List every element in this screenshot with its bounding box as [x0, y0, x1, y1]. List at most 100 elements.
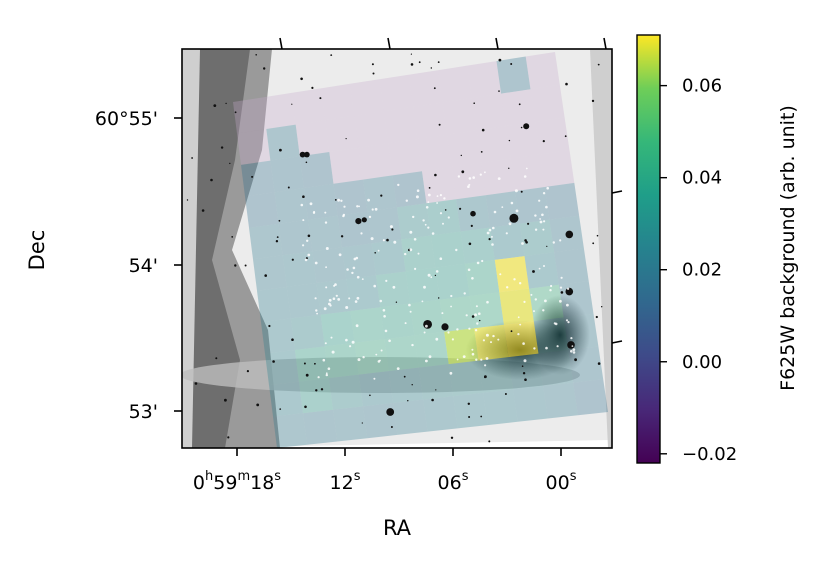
- star: [508, 167, 510, 169]
- source-point: [377, 249, 380, 252]
- colorbar-tick-label: 0.00: [682, 352, 722, 373]
- x-axis-title: RA: [383, 516, 412, 540]
- source-point: [515, 209, 519, 213]
- source-point: [485, 357, 489, 360]
- star: [264, 274, 268, 277]
- source-point: [333, 284, 336, 287]
- source-point: [567, 321, 570, 324]
- source-point: [322, 358, 326, 362]
- star: [418, 61, 421, 64]
- source-point: [404, 252, 407, 256]
- background-tile: [467, 61, 502, 98]
- source-point: [425, 206, 429, 209]
- source-point: [523, 359, 527, 363]
- source-point: [476, 261, 480, 265]
- source-point: [439, 212, 443, 215]
- background-tile: [535, 117, 570, 155]
- source-point: [439, 194, 442, 197]
- colorbar-tick-label: −0.02: [682, 444, 737, 465]
- source-point: [517, 316, 520, 319]
- star: [460, 154, 462, 157]
- source-point: [313, 210, 316, 213]
- source-point: [317, 376, 320, 379]
- star: [411, 384, 413, 386]
- source-point: [468, 183, 471, 186]
- source-point: [514, 189, 518, 193]
- star: [186, 199, 189, 201]
- source-point: [530, 293, 533, 296]
- star: [263, 67, 266, 70]
- source-point: [566, 287, 570, 290]
- star: [374, 252, 377, 254]
- star: [220, 146, 224, 149]
- star: [488, 440, 491, 443]
- source-point: [480, 358, 483, 361]
- source-point: [450, 305, 452, 308]
- source-point: [307, 253, 311, 257]
- background-tile: [363, 175, 397, 212]
- star: [314, 362, 316, 365]
- source-point: [324, 211, 327, 214]
- x-tick-labels: 0h59m18s 12s 06s 00s: [193, 469, 577, 494]
- star: [470, 224, 473, 227]
- star: [355, 218, 362, 225]
- background-tile: [241, 160, 275, 197]
- source-point: [397, 183, 400, 187]
- y-axis-title: Dec: [25, 230, 49, 271]
- source-point: [474, 329, 478, 332]
- source-point: [414, 267, 417, 270]
- star: [504, 393, 507, 395]
- source-point: [571, 345, 574, 347]
- colorbar-tick-label: 0.06: [682, 76, 722, 97]
- star: [461, 170, 465, 174]
- source-point: [492, 334, 495, 338]
- source-point: [499, 273, 502, 276]
- background-tile: [257, 286, 291, 323]
- star: [488, 238, 491, 241]
- source-point: [556, 345, 559, 348]
- star: [229, 162, 231, 165]
- star: [510, 330, 513, 333]
- source-point: [337, 298, 341, 301]
- source-point: [405, 199, 408, 202]
- star: [390, 426, 393, 428]
- background-tile: [413, 102, 447, 139]
- background-tile: [393, 399, 428, 435]
- background-tile: [448, 360, 484, 397]
- source-point: [550, 284, 553, 288]
- source-point: [425, 324, 428, 328]
- star: [434, 173, 437, 177]
- star: [287, 186, 290, 189]
- background-tile: [525, 52, 560, 90]
- source-point: [435, 270, 439, 273]
- source-point: [373, 284, 377, 288]
- source-point: [497, 338, 500, 341]
- source-point: [388, 339, 391, 343]
- source-point: [315, 309, 318, 312]
- source-point: [383, 315, 386, 318]
- star: [484, 375, 487, 379]
- source-point: [436, 202, 438, 204]
- background-tile: [465, 259, 500, 296]
- source-point: [486, 300, 489, 304]
- source-point: [559, 239, 562, 242]
- star: [272, 360, 275, 363]
- background-tile: [266, 124, 300, 161]
- source-point: [356, 275, 360, 279]
- source-point: [485, 333, 489, 337]
- source-point: [519, 282, 522, 285]
- source-point: [436, 195, 439, 198]
- background-tile: [304, 183, 338, 220]
- source-point: [356, 205, 359, 208]
- background-tile: [451, 162, 486, 200]
- source-point: [435, 337, 439, 341]
- y-tick-label: 60°55': [95, 108, 158, 130]
- colorbar-tick-label: 0.04: [682, 168, 722, 189]
- star: [565, 230, 574, 239]
- source-point: [352, 266, 356, 270]
- background-tile: [380, 303, 415, 340]
- source-point: [468, 177, 472, 180]
- star: [520, 190, 523, 193]
- background-tile: [299, 152, 334, 188]
- star: [510, 63, 513, 65]
